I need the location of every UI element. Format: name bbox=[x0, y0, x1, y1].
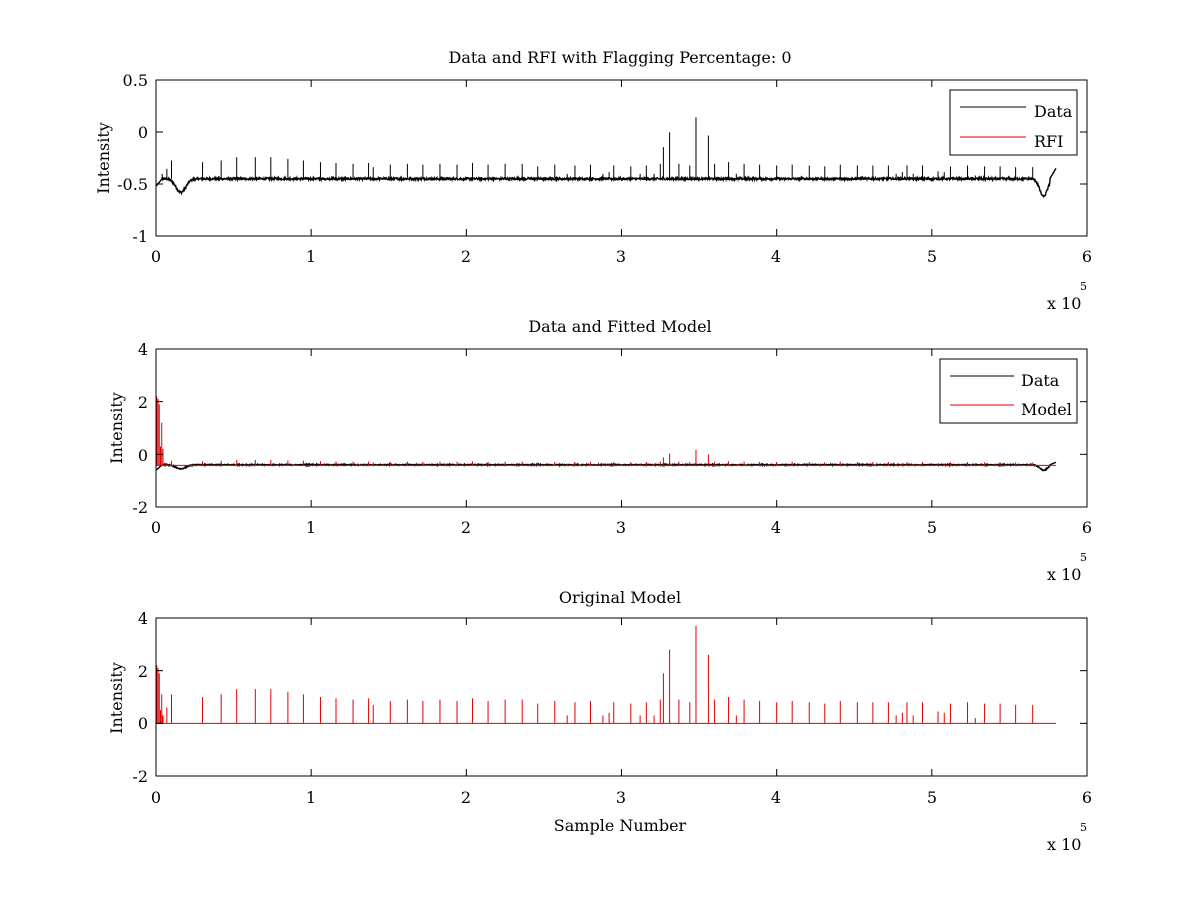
panel-1-xtick-label: 6 bbox=[1082, 247, 1092, 266]
panel-1-ytick-label: 0.5 bbox=[123, 71, 148, 90]
panel-3-axes-frame bbox=[155, 617, 1088, 777]
panel-2-legend-label-model: Model bbox=[1021, 400, 1072, 419]
panel-1-ytick-label: -1 bbox=[132, 227, 148, 246]
panel-2-ytick-label: 2 bbox=[138, 393, 148, 412]
panel-1-ticks bbox=[155, 79, 1088, 237]
panel-3-plot-lines bbox=[156, 625, 1056, 724]
panel-2-legend: Data Model bbox=[939, 358, 1078, 424]
panel-3-title: Original Model bbox=[559, 588, 681, 607]
panel-3-ytick-label: -2 bbox=[132, 767, 148, 786]
series-line-data bbox=[155, 461, 1057, 472]
panel-2-ylabel: Intensity bbox=[107, 392, 126, 464]
panel-3-xtick-label: 1 bbox=[306, 788, 316, 807]
panel-2-x-exponent-power: 5 bbox=[1080, 551, 1087, 564]
panel-1-xtick-label: 2 bbox=[461, 247, 471, 266]
panel-2-xtick-label: 1 bbox=[306, 518, 316, 537]
panel-3-ytick-label: 2 bbox=[138, 662, 148, 681]
panel-3-ytick-label: 4 bbox=[138, 609, 148, 628]
panel-2-ticks bbox=[155, 348, 1088, 508]
panel-2-title: Data and Fitted Model bbox=[528, 317, 711, 336]
panel-1-legend-label-rfi: RFI bbox=[1034, 132, 1063, 151]
panel-2-xtick-label: 6 bbox=[1082, 518, 1092, 537]
panel-1-x-exponent-base: x 10 bbox=[1047, 294, 1081, 313]
panel-1-axes-frame bbox=[155, 79, 1088, 237]
panel-3-xtick-label: 3 bbox=[616, 788, 626, 807]
panel-2-legend-label-data: Data bbox=[1021, 371, 1060, 390]
panel-3-xtick-label: 5 bbox=[927, 788, 937, 807]
series-line-data bbox=[155, 168, 1057, 198]
panel-2-legend-box bbox=[939, 358, 1078, 424]
panel-2-plot-lines bbox=[155, 396, 1057, 472]
panel-1-x-exponent-power: 5 bbox=[1080, 280, 1087, 293]
panel-1-legend-box bbox=[949, 89, 1078, 156]
panel-data-model: Data and Fitted Model 4 2 0 -2 0 1 2 3 4… bbox=[107, 317, 1092, 584]
panel-data-rfi: Data and RFI with Flagging Percentage: 0… bbox=[94, 48, 1092, 313]
panel-1-xtick-label: 3 bbox=[616, 247, 626, 266]
panel-2-xtick-label: 2 bbox=[461, 518, 471, 537]
panel-2-ytick-label: -2 bbox=[132, 498, 148, 517]
panel-2-xtick-label: 3 bbox=[616, 518, 626, 537]
panel-1-ytick-label: -0.5 bbox=[117, 175, 148, 194]
panel-2-ytick-label: 0 bbox=[138, 446, 148, 465]
panel-3-x-exponent-base: x 10 bbox=[1047, 835, 1081, 854]
panel-1-xtick-label: 1 bbox=[306, 247, 316, 266]
panel-2-x-exponent-base: x 10 bbox=[1047, 565, 1081, 584]
panel-1-xtick-label: 0 bbox=[151, 247, 161, 266]
panel-1-plot-lines bbox=[155, 117, 1057, 198]
panel-1-ylabel: Intensity bbox=[94, 122, 113, 194]
panel-1-title: Data and RFI with Flagging Percentage: 0 bbox=[448, 48, 791, 67]
panel-2-ytick-label: 4 bbox=[138, 340, 148, 359]
panel-3-ytick-label: 0 bbox=[138, 714, 148, 733]
panel-1-xtick-label: 4 bbox=[771, 247, 781, 266]
panel-1-legend-label-data: Data bbox=[1034, 102, 1073, 121]
panel-3-xtick-label: 0 bbox=[151, 788, 161, 807]
panel-3-xtick-label: 4 bbox=[771, 788, 781, 807]
panel-3-xlabel: Sample Number bbox=[554, 816, 687, 835]
panel-1-xtick-label: 5 bbox=[927, 247, 937, 266]
panel-3-ticks bbox=[155, 617, 1088, 777]
panel-2-xtick-label: 4 bbox=[771, 518, 781, 537]
panel-1-legend: Data RFI bbox=[949, 89, 1078, 156]
panel-3-xtick-label: 2 bbox=[461, 788, 471, 807]
panel-1-ytick-label: 0 bbox=[138, 123, 148, 142]
panel-2-xtick-label: 5 bbox=[927, 518, 937, 537]
panel-original-model: Original Model 4 2 0 -2 0 1 2 3 4 5 6 Sa… bbox=[107, 588, 1092, 854]
panel-3-ylabel: Intensity bbox=[107, 662, 126, 734]
panel-2-xtick-label: 0 bbox=[151, 518, 161, 537]
panel-3-xtick-label: 6 bbox=[1082, 788, 1092, 807]
panel-3-x-exponent-power: 5 bbox=[1080, 821, 1087, 834]
